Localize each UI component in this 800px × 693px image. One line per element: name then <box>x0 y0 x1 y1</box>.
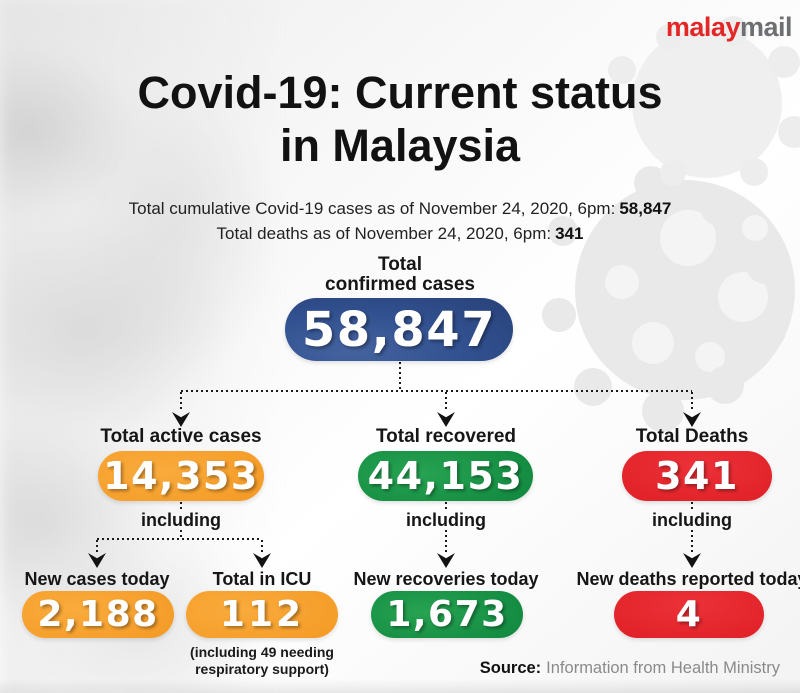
active-including-label: including <box>141 510 221 530</box>
arrow-down-icon <box>437 412 455 427</box>
recovered-including-label: including <box>406 510 486 530</box>
brand-logo: malaymail <box>665 12 793 43</box>
connector-newcases-stub <box>96 540 98 553</box>
connector-icu-stub <box>261 540 263 553</box>
source-text: Information from Health Ministry <box>546 659 780 677</box>
connector-deaths-including-stub <box>691 502 693 511</box>
new-recoveries-pill: 1,673 <box>371 591 523 638</box>
bottom-shade <box>0 679 800 693</box>
connector-branch-top <box>181 390 692 392</box>
source-label: Source: <box>479 659 542 677</box>
arrow-down-icon <box>88 553 106 568</box>
intro-line1-value: 58,847 <box>619 199 672 218</box>
connector-recovered-stub <box>445 392 447 412</box>
arrow-down-icon <box>253 553 271 568</box>
recovered-label: Total recovered <box>375 426 517 447</box>
brand-logo-mail: mail <box>739 12 793 42</box>
arrow-down-icon <box>683 412 701 427</box>
new-deaths-pill: 4 <box>614 591 764 638</box>
confirmed-cases-pill: 58,847 <box>285 298 513 361</box>
connector-active-split <box>97 538 262 540</box>
connector-deaths-stub <box>691 392 693 412</box>
deaths-label: Total Deaths <box>635 426 749 447</box>
page-title: Covid-19: Current status in Malaysia <box>0 66 800 172</box>
page-title-line1: Covid-19: Current status <box>137 67 663 118</box>
new-cases-pill: 2,188 <box>22 591 174 638</box>
new-deaths-label: New deaths reported today <box>576 569 800 589</box>
icu-label: Total in ICU <box>212 569 312 589</box>
connector-recovered-including-stub <box>445 502 447 511</box>
active-cases-label: Total active cases <box>100 426 262 447</box>
arrow-down-icon <box>683 553 701 568</box>
page-title-line2: in Malaysia <box>279 120 521 171</box>
icu-pill: 112 <box>186 591 338 638</box>
connector-active-stub <box>180 392 182 412</box>
intro-line1: Total cumulative Covid-19 cases as of No… <box>128 199 672 218</box>
deaths-pill: 341 <box>622 451 772 501</box>
intro-text: Total cumulative Covid-19 cases as of No… <box>0 196 800 246</box>
arrow-down-icon <box>172 412 190 427</box>
confirmed-cases-label: Total confirmed cases <box>325 254 475 295</box>
connector-root-down <box>399 362 401 390</box>
recovered-pill: 44,153 <box>358 451 533 501</box>
source-line: Source: Information from Health Ministry <box>480 659 780 678</box>
active-cases-pill: 14,353 <box>98 451 264 501</box>
icu-note: (including 49 needing respiratory suppor… <box>190 644 334 677</box>
intro-line2: Total deaths as of November 24, 2020, 6p… <box>216 224 584 243</box>
brand-logo-malay: malay <box>665 12 741 42</box>
connector-newdeaths-stub <box>691 530 693 553</box>
intro-line2-value: 341 <box>555 224 584 243</box>
deaths-including-label: including <box>652 510 732 530</box>
connector-newrecoveries-stub <box>445 530 447 553</box>
new-cases-label: New cases today <box>24 569 170 589</box>
arrow-down-icon <box>437 553 455 568</box>
new-recoveries-label: New recoveries today <box>353 569 539 589</box>
